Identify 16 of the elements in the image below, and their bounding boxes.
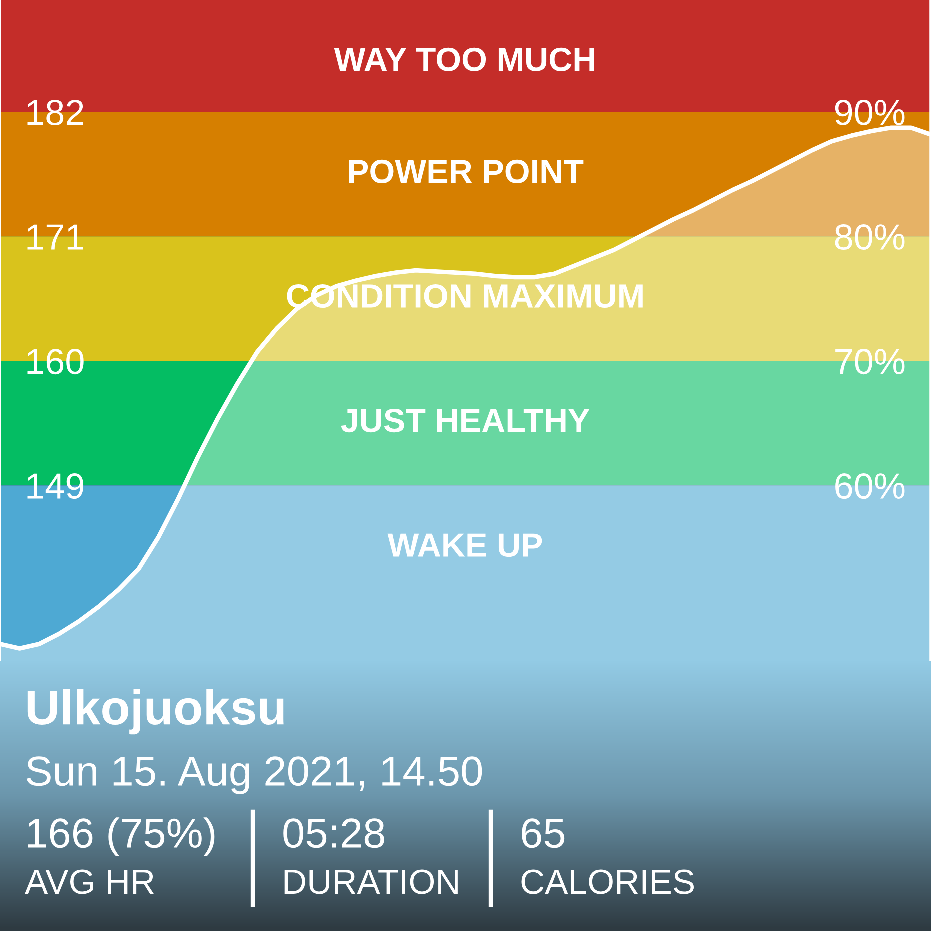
band-label: POWER POINT — [349, 160, 584, 184]
y2-tick-label: 90% — [835, 100, 905, 126]
band-label: WAY TOO MUCH — [334, 48, 594, 72]
text: 166 (75%) — [28, 818, 215, 856]
y-tick-label: 171 — [28, 224, 84, 250]
text: Sun 15. Aug 2021, 14.50 — [26, 756, 482, 794]
band-label: WAKE UP — [388, 534, 542, 558]
y2-tick-label: 80% — [835, 224, 905, 250]
band-label: JUST HEALTHY — [341, 408, 590, 433]
text: 65 — [522, 818, 565, 848]
y-tick-label: 182 — [28, 100, 84, 126]
text: Ulkojuoksu — [28, 689, 284, 735]
text: CALORIES — [522, 870, 694, 894]
text: 05:28 — [284, 818, 384, 848]
text: DURATION — [284, 870, 458, 894]
text: AVG HR — [25, 870, 154, 894]
